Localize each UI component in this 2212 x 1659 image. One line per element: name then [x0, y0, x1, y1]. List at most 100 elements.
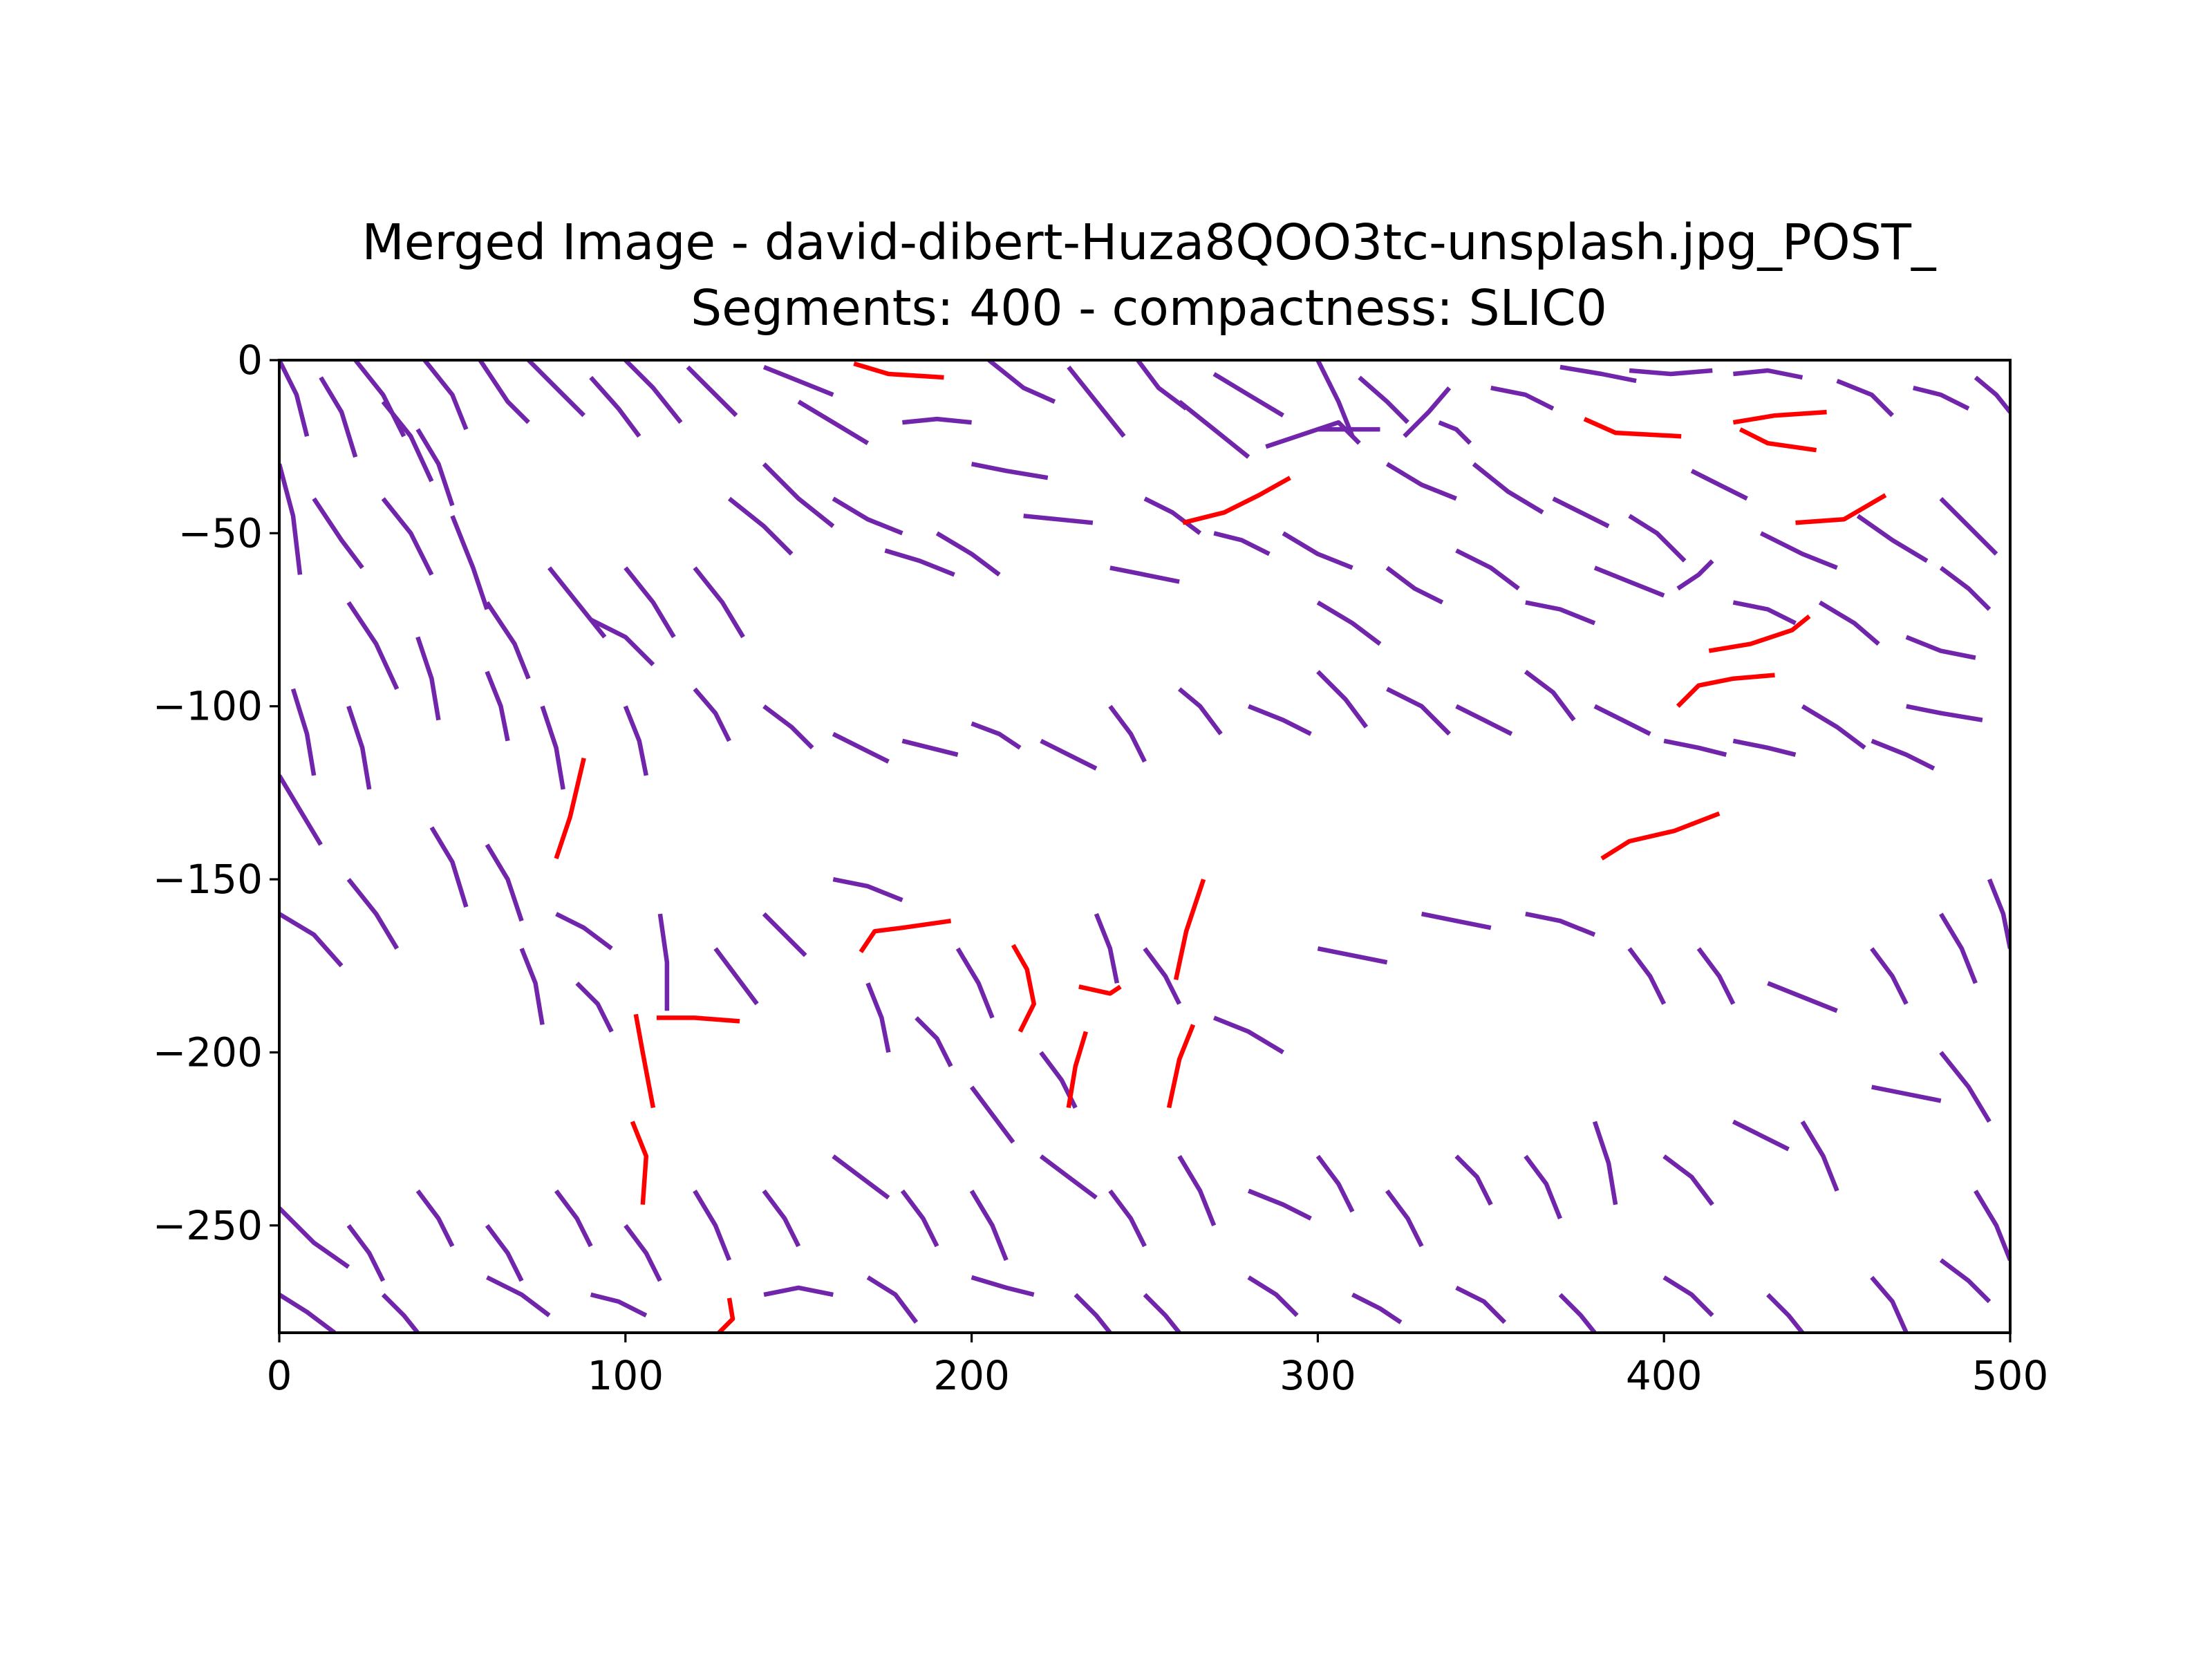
boundary-segment-1 [319, 376, 358, 458]
boundary-segment-23 [1490, 385, 1555, 411]
boundary-segment-105 [713, 947, 759, 1006]
boundary-segment-35 [1628, 514, 1687, 563]
boundary-segment-65 [1593, 565, 1665, 598]
boundary-segment-110 [955, 947, 995, 1019]
boundary-segment-67 [1732, 600, 1797, 626]
boundary-segment-132 [1454, 1154, 1493, 1206]
highlight-segment-2 [1583, 417, 1682, 439]
boundary-segment-79 [1386, 686, 1451, 736]
boundary-segment-131 [1524, 1154, 1563, 1220]
boundary-segment-140 [900, 1189, 939, 1248]
boundary-segment-130 [1592, 1121, 1618, 1206]
boundary-segment-111 [969, 1085, 1015, 1144]
plot-frame [278, 359, 2012, 1334]
boundary-segment-161 [1455, 1285, 1507, 1324]
boundary-segment-16 [1136, 360, 1188, 411]
boundary-segment-26 [1733, 368, 1803, 380]
x-tick-label: 200 [933, 1352, 1010, 1399]
boundary-segment-37 [1759, 531, 1838, 570]
boundary-segment-28 [1913, 385, 1970, 411]
boundary-segment-40 [279, 463, 303, 575]
boundary-segment-13 [902, 416, 972, 425]
boundary-segment-167 [1974, 1190, 2010, 1262]
boundary-segment-133 [1385, 1189, 1424, 1248]
boundary-segment-120 [1696, 947, 1736, 1005]
boundary-segment-119 [1627, 947, 1667, 1005]
y-tick-label: 0 [237, 337, 263, 384]
y-tick-label: −200 [153, 1029, 263, 1076]
highlight-segment-5 [1795, 493, 1887, 525]
boundary-segment-88 [762, 704, 814, 750]
boundary-segment-118 [1525, 911, 1596, 937]
boundary-segment-19 [1315, 360, 1355, 438]
boundary-segment-55 [971, 462, 1049, 480]
boundary-segment-82 [1178, 687, 1223, 735]
highlight-segment-19 [717, 1297, 735, 1333]
boundary-segment-129 [1662, 1154, 1714, 1206]
boundary-segment-141 [832, 1154, 890, 1200]
boundary-segment-9 [624, 360, 683, 424]
x-tick-label: 100 [587, 1352, 664, 1399]
boundary-segment-31 [1317, 420, 1361, 445]
boundary-segment-43 [381, 497, 434, 576]
boundary-segment-7 [527, 360, 585, 418]
boundary-segment-163 [1662, 1275, 1714, 1318]
boundary-segment-33 [1472, 462, 1544, 515]
boundary-segment-83 [1108, 704, 1147, 763]
boundary-segment-95 [290, 688, 317, 776]
boundary-segment-3 [381, 400, 434, 482]
highlight-segment-8 [1600, 811, 1721, 861]
boundary-segment-52 [832, 496, 903, 536]
boundary-segment-136 [1177, 1154, 1217, 1227]
boundary-segment-128 [1732, 1119, 1790, 1152]
boundary-segment-138 [1039, 1154, 1098, 1200]
highlight-segment-3 [1732, 409, 1827, 425]
boundary-segment-155 [866, 1275, 919, 1324]
boundary-segment-121 [1767, 981, 1838, 1013]
boundary-segment-84 [1040, 738, 1098, 771]
boundary-segment-12 [797, 400, 870, 445]
highlight-segment-16 [1078, 984, 1122, 996]
y-tick-label: −250 [153, 1202, 263, 1249]
boundary-segment-10 [686, 365, 738, 418]
boundary-segment-69 [1905, 635, 1976, 660]
boundary-segment-62 [1385, 565, 1444, 605]
boundary-segment-47 [590, 617, 655, 666]
boundary-segment-148 [346, 1224, 386, 1282]
boundary-segment-58 [1143, 496, 1202, 535]
boundary-segment-0 [279, 360, 310, 437]
boundary-segment-63 [1455, 548, 1520, 591]
boundary-segment-89 [693, 687, 731, 742]
boundary-segment-86 [901, 738, 959, 757]
boundary-segment-124 [1987, 878, 2010, 949]
boundary-segment-109 [915, 1016, 953, 1067]
boundary-segment-87 [832, 731, 890, 764]
boundary-segment-20 [1358, 375, 1409, 424]
boundary-segment-117 [1421, 911, 1492, 930]
boundary-segment-137 [1108, 1189, 1147, 1248]
boundary-segment-48 [624, 566, 676, 639]
boundary-segment-21 [1403, 386, 1452, 438]
highlight-segment-0 [853, 361, 944, 380]
x-tick-label: 300 [1280, 1352, 1356, 1399]
boundary-segment-151 [381, 1293, 420, 1333]
highlight-segment-7 [1676, 673, 1775, 709]
boundary-segment-15 [1067, 365, 1126, 438]
highlight-segment-10 [859, 918, 952, 954]
boundary-segment-75 [1663, 738, 1727, 757]
boundary-segment-5 [415, 428, 455, 507]
boundary-segment-147 [415, 1189, 455, 1248]
boundary-segment-143 [693, 1190, 732, 1262]
boundary-segment-92 [485, 671, 510, 742]
boundary-segment-57 [1109, 565, 1180, 584]
boundary-segment-115 [1212, 1015, 1284, 1055]
boundary-segment-152 [486, 1275, 551, 1318]
boundary-segment-80 [1316, 670, 1369, 729]
boundary-segment-146 [485, 1224, 524, 1282]
boundary-segment-135 [1247, 1188, 1312, 1221]
boundary-segment-100 [485, 843, 524, 922]
highlight-segment-17 [1173, 879, 1206, 980]
boundary-segment-160 [1351, 1292, 1403, 1324]
